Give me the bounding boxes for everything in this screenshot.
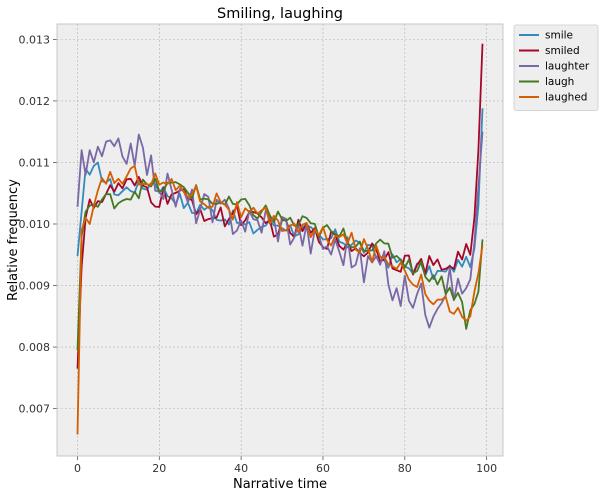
x-tick-label: 100 [476, 462, 497, 475]
series-lines [76, 43, 484, 435]
y-tick-label: 0.007 [19, 403, 51, 416]
series-line-laughed [76, 165, 484, 435]
legend: smile smiled laughter laugh laughed [513, 24, 599, 111]
y-tick-label: 0.012 [19, 95, 51, 108]
y-tick-label: 0.009 [19, 280, 51, 293]
legend-entry: smile [545, 30, 573, 42]
x-tick-label: 20 [152, 462, 166, 475]
legend-entry: laugh [545, 76, 574, 88]
legend-entry: smiled [545, 45, 580, 57]
x-axis-label: Narrative time [233, 477, 327, 492]
series-line-laugh [76, 177, 484, 351]
x-tick-label: 80 [398, 462, 412, 475]
y-tick-label: 0.011 [19, 156, 51, 169]
y-tick-label: 0.013 [19, 33, 51, 46]
axes: 0 20 40 60 80 100 0.007 0.008 0.009 0.010 0.011 0.0… [19, 23, 504, 475]
x-tick-label: 40 [234, 462, 248, 475]
series-line-laughter [76, 131, 484, 329]
y-axis-label: Relative frequency [6, 179, 21, 301]
x-tick-label: 60 [316, 462, 330, 475]
chart-title: Smiling, laughing [217, 6, 343, 22]
y-tick-label: 0.010 [19, 218, 51, 231]
legend-box [513, 24, 599, 111]
legend-entry: laughed [545, 92, 587, 104]
plot-area [57, 24, 503, 456]
y-tick-label: 0.008 [19, 341, 51, 354]
x-tick-label: 0 [74, 462, 81, 475]
plot-frame [56, 23, 504, 457]
legend-entry: laughter [545, 61, 590, 73]
